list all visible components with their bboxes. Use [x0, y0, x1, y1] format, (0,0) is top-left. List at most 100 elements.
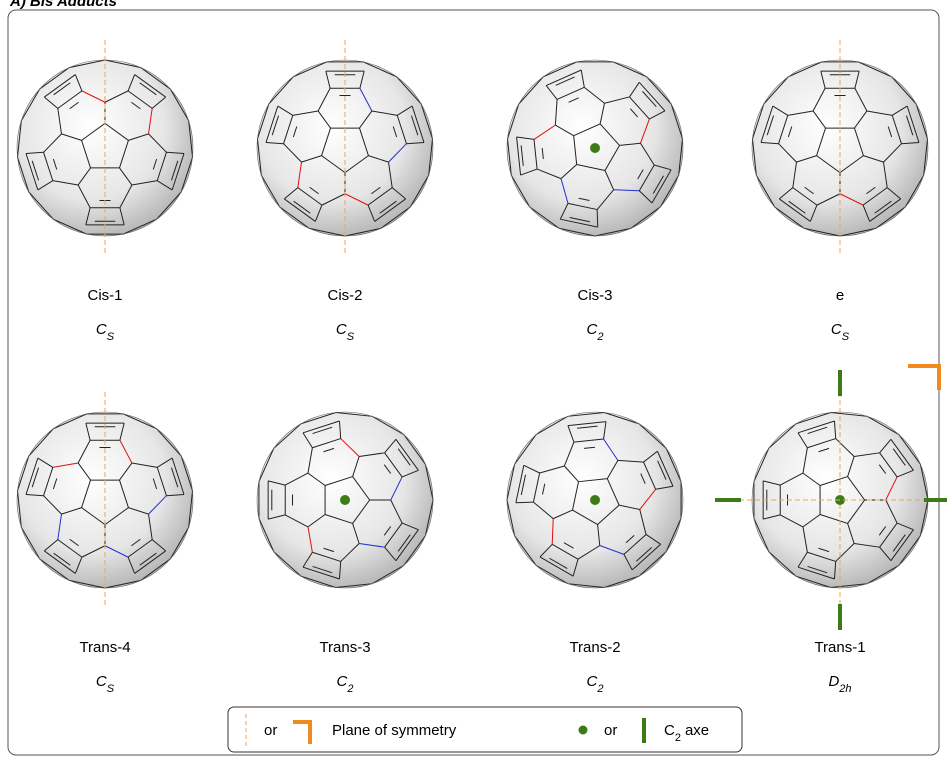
- cage-outline: [256, 61, 434, 237]
- symmetry-main: C: [587, 673, 598, 690]
- bond: [536, 168, 562, 180]
- bond: [901, 141, 920, 145]
- bond: [359, 87, 373, 112]
- bond: [297, 187, 323, 206]
- fullerene: Trans-2 C2: [506, 411, 684, 695]
- fullerene: Trans-1 D2h: [715, 364, 947, 695]
- symmetry-main: C: [96, 673, 107, 690]
- bond: [563, 542, 574, 549]
- bond: [344, 155, 369, 174]
- bond: [390, 476, 403, 501]
- bond: [368, 155, 389, 163]
- bond: [104, 122, 129, 141]
- bond: [788, 200, 806, 214]
- bond: [57, 539, 83, 558]
- c2-axis-bar: [924, 498, 947, 502]
- bond: [44, 550, 76, 574]
- symmetry-label: CS: [96, 321, 115, 343]
- bond: [891, 105, 908, 116]
- bond: [567, 421, 607, 427]
- bond: [866, 186, 876, 195]
- bond: [556, 86, 585, 100]
- bond: [52, 180, 79, 186]
- bond: [835, 438, 855, 457]
- bond: [520, 145, 524, 166]
- bond: [131, 538, 141, 547]
- bond: [397, 534, 411, 552]
- bond: [652, 175, 664, 194]
- bond: [760, 141, 779, 145]
- bond: [284, 472, 309, 486]
- bond: [307, 514, 326, 528]
- bond: [886, 187, 901, 200]
- bond: [554, 99, 558, 126]
- bond: [134, 74, 166, 98]
- bond: [359, 110, 373, 129]
- bond: [577, 545, 601, 560]
- bond: [555, 76, 575, 86]
- c2-axis-dot: [590, 495, 600, 505]
- bond: [532, 472, 541, 503]
- bond: [599, 123, 620, 146]
- symmetry-label: CS: [831, 321, 850, 343]
- bond: [560, 178, 569, 204]
- bond: [104, 545, 129, 558]
- bond: [81, 122, 106, 141]
- bond: [839, 193, 864, 206]
- bond: [148, 108, 153, 134]
- bond: [321, 127, 331, 156]
- bond: [559, 203, 569, 220]
- bond: [578, 478, 608, 483]
- bond: [854, 71, 860, 89]
- bond: [314, 204, 323, 222]
- bond: [847, 499, 866, 524]
- bond: [862, 187, 888, 206]
- bond: [807, 426, 828, 435]
- bond: [576, 163, 606, 171]
- bond: [53, 82, 71, 96]
- bond: [797, 566, 835, 580]
- bond: [649, 110, 666, 120]
- bond: [152, 478, 158, 490]
- bond: [878, 526, 887, 536]
- bond: [312, 426, 333, 435]
- bond: [384, 522, 403, 548]
- bond: [297, 162, 302, 188]
- bond: [796, 155, 817, 163]
- bond: [359, 543, 385, 548]
- bond: [807, 565, 828, 574]
- bond: [131, 462, 158, 468]
- cage-outline: [506, 61, 684, 237]
- bond: [406, 141, 425, 145]
- bond: [119, 140, 129, 169]
- bond: [119, 479, 129, 508]
- bond: [623, 534, 647, 555]
- bond: [619, 142, 641, 146]
- symmetry-sub: S: [107, 683, 115, 695]
- bond: [284, 514, 309, 528]
- bond: [637, 169, 644, 180]
- bond: [847, 476, 866, 501]
- symmetry-main: D: [828, 673, 839, 690]
- bond: [156, 457, 173, 468]
- bond: [802, 447, 808, 474]
- bond: [292, 110, 319, 116]
- bond: [640, 473, 646, 484]
- c2-axis-dot: [340, 495, 350, 505]
- bond: [854, 110, 868, 129]
- bond: [629, 96, 650, 120]
- bond: [104, 90, 129, 103]
- bond: [623, 554, 633, 571]
- bond: [541, 147, 544, 160]
- symmetry-sub: S: [842, 331, 850, 343]
- bond: [171, 153, 185, 191]
- plane-corner-icon: [293, 720, 312, 744]
- bond: [321, 155, 346, 174]
- bond: [599, 545, 625, 555]
- bond: [606, 478, 620, 506]
- bond: [317, 110, 331, 129]
- fullerene: eCS: [751, 40, 929, 343]
- bond: [839, 155, 864, 174]
- cage-outline: [506, 411, 682, 589]
- bond: [654, 164, 672, 171]
